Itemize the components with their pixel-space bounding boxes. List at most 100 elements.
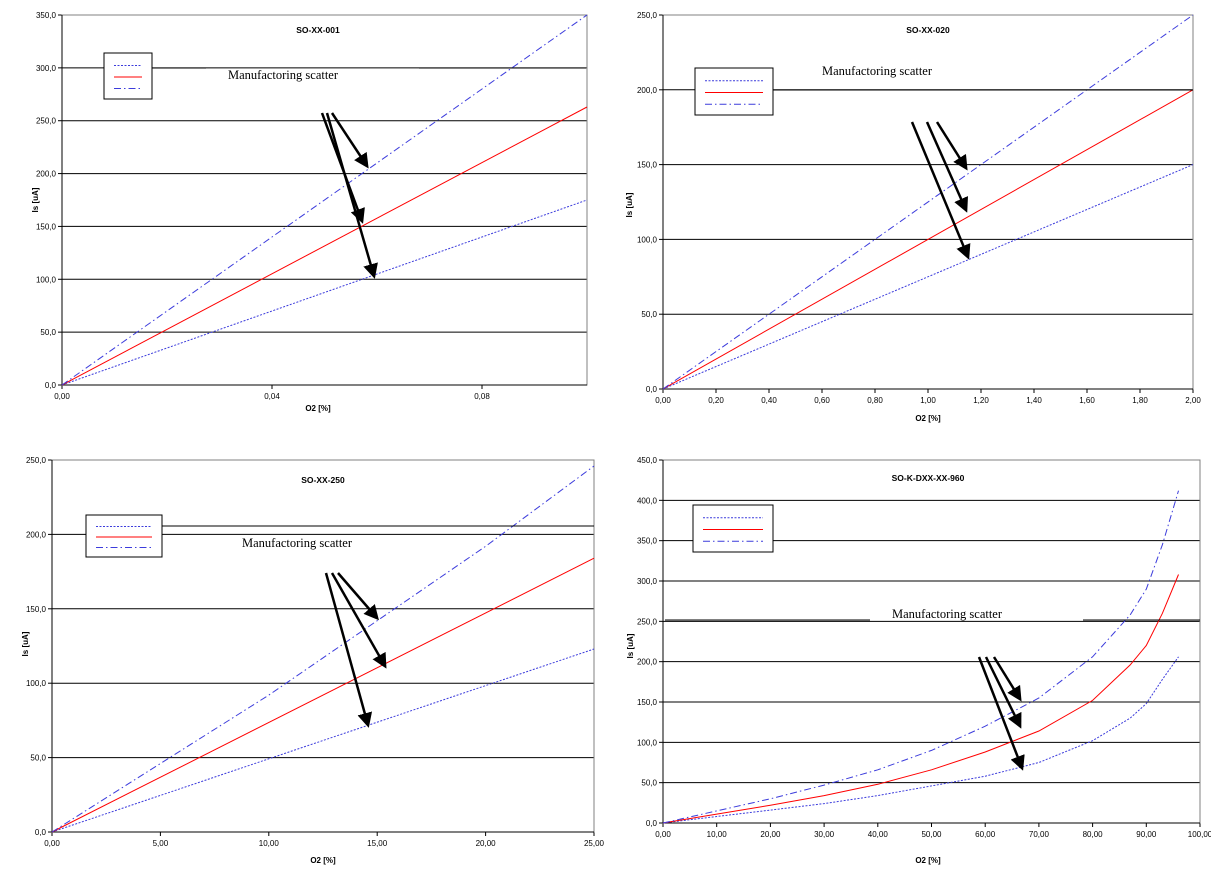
y-axis-label: Is [uA] — [31, 187, 40, 212]
y-tick-label: 350,0 — [637, 537, 658, 546]
x-tick-label: 10,00 — [707, 830, 728, 839]
x-tick-label: 70,00 — [1029, 830, 1050, 839]
x-tick-label: 1,00 — [920, 396, 936, 405]
annotation-arrow — [325, 112, 378, 279]
y-tick-label: 200,0 — [637, 658, 658, 667]
x-tick-label: 0,04 — [264, 392, 280, 401]
legend-box — [103, 52, 153, 100]
chart-title: SO-XX-020 — [906, 25, 950, 35]
y-tick-label: 250,0 — [637, 11, 658, 20]
series-line-solid — [61, 106, 588, 386]
series-line-dashdot — [662, 14, 1194, 390]
annotation-arrow — [935, 121, 968, 171]
x-axis-label: O2 [%] — [915, 856, 941, 865]
y-tick-label: 250,0 — [26, 456, 47, 465]
annotation-arrow — [324, 572, 373, 728]
chart-title: SO-K-DXX-XX-960 — [892, 473, 965, 483]
y-tick-label: 350,0 — [36, 11, 57, 20]
series-line-solid — [662, 574, 1179, 824]
x-tick-label: 0,00 — [655, 396, 671, 405]
y-tick-label: 0,0 — [646, 385, 658, 394]
x-tick-label: 30,00 — [814, 830, 835, 839]
x-tick-label: 15,00 — [367, 839, 388, 848]
y-axis-label: Is [uA] — [21, 631, 30, 656]
x-tick-label: 90,00 — [1136, 830, 1157, 839]
annotation-arrow — [330, 572, 387, 669]
series-line-solid — [662, 89, 1194, 390]
annotation-arrow — [977, 656, 1025, 771]
series-line-dashdot — [51, 465, 595, 833]
y-tick-label: 100,0 — [637, 235, 658, 244]
y-axis-label: Is [uA] — [625, 192, 634, 217]
series-line-dashdot — [662, 490, 1179, 824]
annotation-text: Manufactoring scatter — [242, 536, 353, 550]
x-tick-label: 1,80 — [1132, 396, 1148, 405]
x-tick-label: 0,60 — [814, 396, 830, 405]
y-tick-label: 50,0 — [641, 310, 657, 319]
annotation-text: Manufactoring scatter — [822, 64, 933, 78]
y-tick-label: 100,0 — [36, 275, 57, 284]
x-tick-label: 2,00 — [1185, 396, 1201, 405]
y-tick-label: 100,0 — [26, 679, 47, 688]
annotation-arrow — [337, 572, 379, 621]
series-line-dotted — [51, 648, 595, 833]
x-tick-label: 100,00 — [1188, 830, 1211, 839]
annotation-arrow — [992, 656, 1022, 702]
x-tick-label: 0,00 — [655, 830, 671, 839]
y-tick-label: 50,0 — [30, 754, 46, 763]
x-tick-label: 5,00 — [153, 839, 169, 848]
y-tick-label: 150,0 — [637, 161, 658, 170]
y-tick-label: 50,0 — [40, 328, 56, 337]
y-tick-label: 0,0 — [35, 828, 47, 837]
x-tick-label: 0,40 — [761, 396, 777, 405]
x-axis-label: O2 [%] — [310, 856, 336, 865]
legend-box — [694, 67, 774, 116]
y-tick-label: 250,0 — [637, 617, 658, 626]
y-tick-label: 150,0 — [26, 605, 47, 614]
y-tick-label: 300,0 — [36, 64, 57, 73]
x-tick-label: 1,60 — [1079, 396, 1095, 405]
annotation-text: Manufactoring scatter — [892, 607, 1003, 621]
x-tick-label: 40,00 — [868, 830, 889, 839]
legend-box — [85, 514, 163, 558]
y-tick-label: 250,0 — [36, 117, 57, 126]
y-tick-label: 300,0 — [637, 577, 658, 586]
y-tick-label: 0,0 — [45, 381, 57, 390]
x-tick-label: 1,20 — [973, 396, 989, 405]
series-line-dotted — [662, 164, 1194, 390]
y-tick-label: 0,0 — [646, 819, 658, 828]
chart-title: SO-XX-250 — [301, 475, 345, 485]
y-tick-label: 150,0 — [637, 698, 658, 707]
annotation-arrow — [330, 112, 369, 169]
annotation-text: Manufactoring scatter — [228, 68, 339, 82]
x-tick-label: 80,00 — [1083, 830, 1104, 839]
y-tick-label: 200,0 — [637, 86, 658, 95]
x-tick-label: 0,08 — [474, 392, 490, 401]
chart-so-xx-020: 0,0 50,0 100,0 150,0 200,0 250,0 0,00 0,20 0,40 0… — [625, 11, 1201, 423]
x-tick-label: 20,00 — [760, 830, 781, 839]
x-tick-label: 50,00 — [921, 830, 942, 839]
series-line-solid — [51, 557, 595, 833]
legend-box — [692, 504, 774, 553]
x-axis-label: O2 [%] — [305, 404, 331, 413]
series-line-dashdot — [61, 14, 588, 386]
series-line-dotted — [61, 199, 588, 386]
x-tick-label: 25,00 — [584, 839, 605, 848]
y-tick-label: 200,0 — [36, 170, 57, 179]
chart-so-k-dxx-xx-960: 0,0 50,0 100,0 150,0 200,0 250,0 300,0 350,0 400… — [626, 456, 1211, 865]
y-tick-label: 150,0 — [36, 222, 57, 231]
x-axis-label: O2 [%] — [915, 414, 941, 423]
x-tick-label: 60,00 — [975, 830, 996, 839]
chart-so-xx-001: 0,0 50,0 100,0 150,0 200,0 250,0 300,0 350,0 0,0… — [31, 11, 588, 413]
y-tick-label: 50,0 — [641, 779, 657, 788]
x-tick-label: 10,00 — [259, 839, 280, 848]
y-tick-label: 200,0 — [26, 530, 47, 539]
x-tick-label: 0,00 — [44, 839, 60, 848]
chart-title: SO-XX-001 — [296, 25, 340, 35]
annotation-arrow — [925, 121, 968, 213]
annotation-arrow — [910, 121, 971, 260]
x-tick-label: 0,80 — [867, 396, 883, 405]
y-tick-label: 100,0 — [637, 738, 658, 747]
annotation-arrow — [984, 656, 1022, 729]
x-tick-label: 20,00 — [476, 839, 497, 848]
